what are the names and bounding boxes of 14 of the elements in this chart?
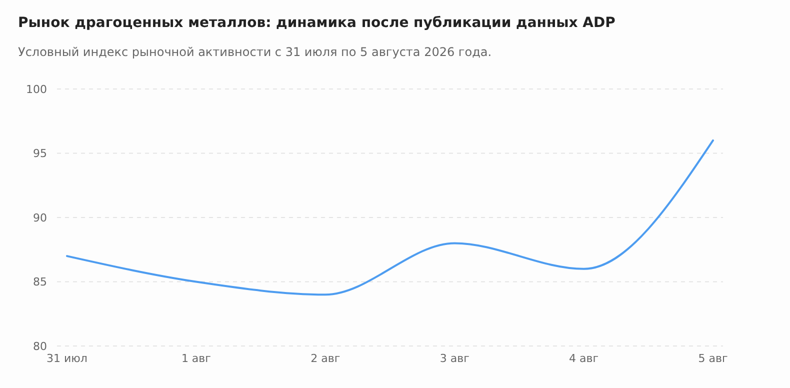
y-tick-label: 95 xyxy=(33,147,47,160)
y-tick-label: 100 xyxy=(26,82,47,96)
x-tick-label: 5 авг xyxy=(698,352,728,365)
chart-subtitle: Условный индекс рыночной активности с 31 июля по 5 августа 2026 года. xyxy=(18,45,492,59)
x-tick-label: 3 авг xyxy=(440,352,470,365)
x-tick-label: 1 авг xyxy=(181,352,212,365)
x-tick-label: 2 авг xyxy=(310,352,340,365)
y-tick-label: 90 xyxy=(33,211,47,224)
x-tick-label: 31 июл xyxy=(46,352,88,365)
y-tick-label: 85 xyxy=(33,276,47,289)
x-tick-label: 4 авг xyxy=(569,352,599,365)
y-tick-label: 80 xyxy=(33,340,47,353)
chart-title: Рынок драгоценных металлов: динамика после публикации данных ADP xyxy=(18,15,616,31)
line-series xyxy=(66,139,714,296)
